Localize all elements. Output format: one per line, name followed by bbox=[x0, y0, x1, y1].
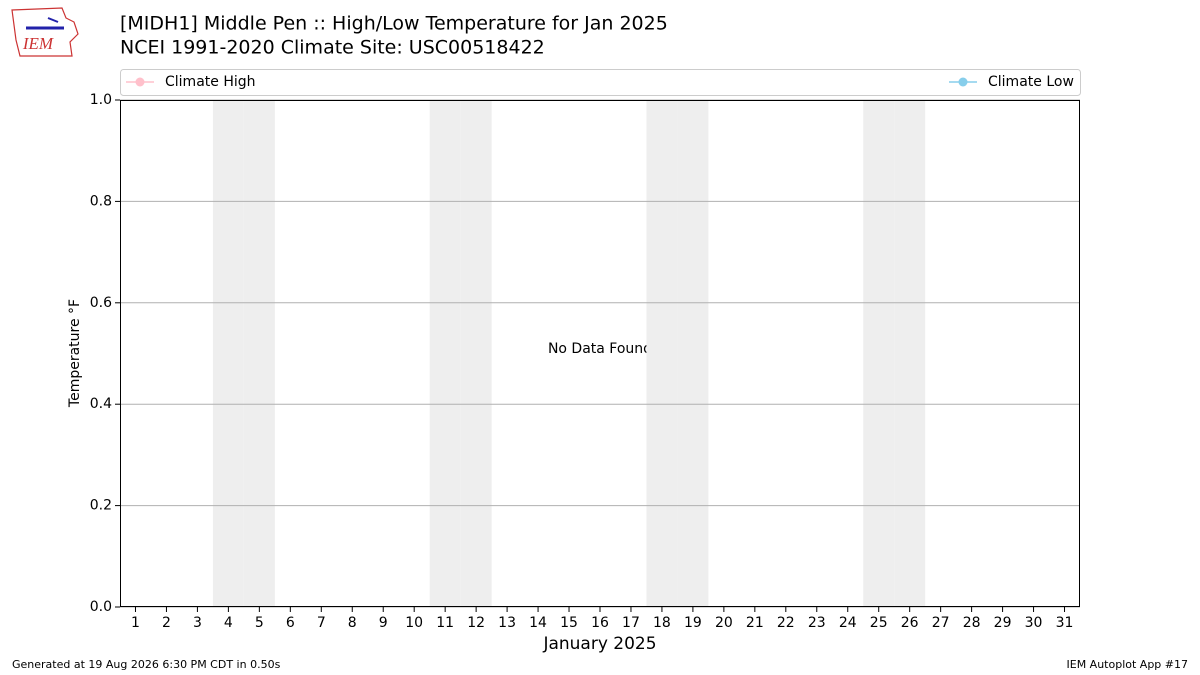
weekend-band bbox=[894, 100, 926, 607]
y-tick-label: 0.6 bbox=[90, 295, 112, 311]
x-tick-label: 21 bbox=[746, 615, 764, 631]
x-tick-label: 10 bbox=[405, 615, 423, 631]
weekend-band bbox=[677, 100, 709, 607]
x-tick-label: 11 bbox=[436, 615, 454, 631]
x-tick-label: 29 bbox=[994, 615, 1012, 631]
annotation: No Data Found bbox=[548, 341, 652, 357]
logo: IEM bbox=[11, 7, 79, 57]
x-tick-label: 27 bbox=[932, 615, 950, 631]
x-tick-label: 17 bbox=[622, 615, 640, 631]
x-tick-label: 15 bbox=[560, 615, 578, 631]
y-tick-label: 0.0 bbox=[90, 599, 112, 615]
x-tick-label: 9 bbox=[379, 615, 388, 631]
x-tick-label: 22 bbox=[777, 615, 795, 631]
y-tick-label: 0.8 bbox=[90, 193, 112, 209]
weekend-band bbox=[646, 100, 678, 607]
x-tick-label: 19 bbox=[684, 615, 702, 631]
footer-right: IEM Autoplot App #17 bbox=[1067, 658, 1189, 671]
y-axis-label: Temperature °F bbox=[67, 299, 83, 408]
x-tick-label: 30 bbox=[1025, 615, 1043, 631]
y-tick-label: 0.4 bbox=[90, 396, 112, 412]
logo-text: IEM bbox=[22, 34, 54, 53]
x-tick-label: 2 bbox=[162, 615, 171, 631]
legend-marker bbox=[135, 77, 145, 87]
x-tick-label: 14 bbox=[529, 615, 547, 631]
x-tick-label: 5 bbox=[255, 615, 264, 631]
legend-label: Climate Low bbox=[988, 74, 1074, 90]
x-tick-label: 13 bbox=[498, 615, 516, 631]
x-tick-label: 4 bbox=[224, 615, 233, 631]
x-tick-label: 3 bbox=[193, 615, 202, 631]
y-tick-label: 0.2 bbox=[90, 498, 112, 514]
legend-marker bbox=[958, 77, 968, 87]
chart-subtitle: NCEI 1991-2020 Climate Site: USC00518422 bbox=[120, 37, 545, 59]
x-tick-label: 18 bbox=[653, 615, 671, 631]
x-tick-label: 16 bbox=[591, 615, 609, 631]
x-tick-label: 24 bbox=[839, 615, 857, 631]
x-tick-label: 7 bbox=[317, 615, 326, 631]
chart-title: [MIDH1] Middle Pen :: High/Low Temperatu… bbox=[120, 13, 668, 35]
plot-frame bbox=[120, 100, 1080, 607]
x-tick-label: 12 bbox=[467, 615, 485, 631]
x-tick-label: 23 bbox=[808, 615, 826, 631]
x-tick-label: 25 bbox=[870, 615, 888, 631]
weekend-band bbox=[863, 100, 895, 607]
x-tick-label: 6 bbox=[286, 615, 295, 631]
y-tick-label: 1.0 bbox=[90, 92, 112, 108]
x-tick-label: 8 bbox=[348, 615, 357, 631]
x-tick-label: 26 bbox=[901, 615, 919, 631]
x-axis-label: January 2025 bbox=[542, 634, 656, 654]
legend-label: Climate High bbox=[165, 74, 256, 90]
weekend-band bbox=[429, 100, 461, 607]
x-tick-label: 31 bbox=[1056, 615, 1074, 631]
weekend-band bbox=[460, 100, 492, 607]
x-tick-label: 20 bbox=[715, 615, 733, 631]
weekend-band bbox=[212, 100, 244, 607]
weekend-band bbox=[243, 100, 275, 607]
x-tick-label: 1 bbox=[131, 615, 140, 631]
x-tick-label: 28 bbox=[963, 615, 981, 631]
footer-left: Generated at 19 Aug 2026 6:30 PM CDT in … bbox=[12, 658, 281, 671]
legend bbox=[120, 69, 1081, 96]
